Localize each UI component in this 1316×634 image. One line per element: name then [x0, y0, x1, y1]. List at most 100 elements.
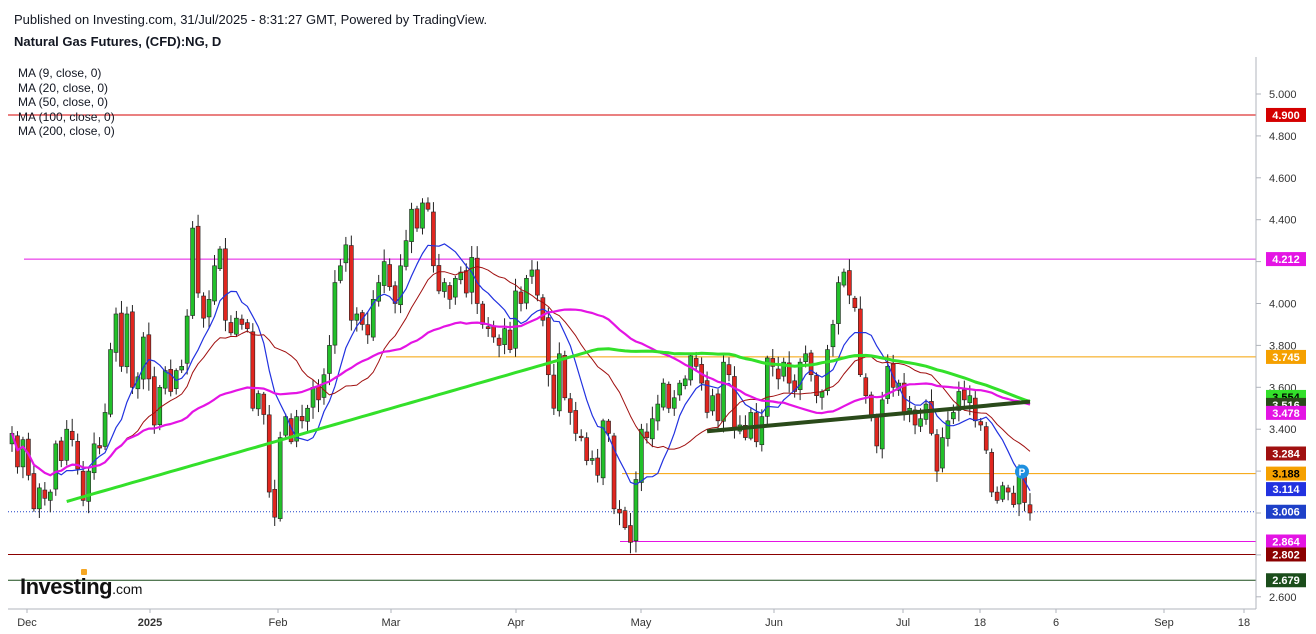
legend-ma20: MA (20, close, 0) — [18, 80, 109, 95]
candle-body-52 — [294, 416, 299, 442]
candle-body-105 — [584, 437, 589, 461]
price-tag-bg-7 — [1266, 504, 1306, 519]
investing-logo: Investing.com — [20, 569, 143, 600]
candle-body-12 — [75, 441, 80, 470]
candle-body-158 — [874, 416, 880, 447]
candle-body-53 — [299, 416, 305, 422]
candle-body-86 — [480, 303, 485, 325]
candle-body-95 — [529, 269, 535, 277]
candle-body-137 — [759, 416, 765, 446]
price-tag-label-0: 4.900 — [1272, 110, 1300, 122]
ma-line-9 — [11, 243, 1031, 491]
candle-body-178 — [983, 426, 989, 451]
candle-body-82 — [458, 271, 464, 281]
candle-body-81 — [453, 278, 458, 298]
candle-body-166 — [918, 418, 923, 427]
candle-body-145 — [803, 353, 808, 363]
chart-header: Published on Investing.com, 31/Jul/2025 … — [14, 9, 487, 53]
logo-dot-icon — [81, 569, 87, 575]
marker-circle — [1015, 464, 1029, 479]
candle-body-96 — [535, 269, 540, 296]
candle-body-36 — [206, 299, 212, 318]
candle-body-39 — [223, 248, 228, 321]
candle-body-38 — [217, 248, 223, 269]
candle-body-62 — [349, 245, 354, 321]
candle-body-172 — [951, 412, 956, 420]
x-tick-label-1: 2025 — [138, 617, 162, 629]
candle-body-61 — [343, 244, 349, 264]
x-tick-label-6: Jun — [765, 617, 783, 629]
candle-body-72 — [403, 240, 409, 267]
y-tick-label-12: 2.600 — [1269, 592, 1297, 604]
legend-ma50: MA (50, close, 0) — [18, 95, 109, 109]
legend-ma100: MA (100, close, 0) — [18, 109, 115, 124]
y-tick-label-1: 4.800 — [1269, 131, 1297, 143]
candle-body-183 — [1011, 492, 1016, 505]
candle-body-15 — [91, 443, 97, 474]
candle-body-65 — [365, 324, 371, 336]
candle-body-142 — [786, 362, 792, 384]
x-tick-label-4: Apr — [507, 617, 524, 629]
candle-body-19 — [113, 313, 119, 353]
candle-body-104 — [578, 435, 584, 439]
candle-body-58 — [327, 345, 332, 374]
candle-body-139 — [770, 358, 776, 367]
price-tag-label-12: 3.114 — [1273, 484, 1301, 496]
candle-body-118 — [655, 403, 661, 422]
candle-body-25 — [146, 334, 152, 380]
price-tag-label-1: 4.212 — [1272, 254, 1300, 266]
candle-body-71 — [398, 265, 403, 306]
candle-body-57 — [321, 374, 327, 398]
candle-body-123 — [682, 378, 688, 387]
candle-body-74 — [414, 208, 420, 229]
candle-body-79 — [442, 282, 447, 292]
candle-body-48 — [272, 489, 278, 518]
candle-body-20 — [119, 312, 124, 367]
candle-body-112 — [622, 510, 628, 528]
candle-body-28 — [162, 370, 168, 389]
candle-body-151 — [836, 282, 841, 324]
candle-body-108 — [600, 420, 606, 479]
x-tick-label-11: 18 — [1238, 617, 1250, 629]
candle-body-87 — [485, 326, 491, 329]
candle-body-119 — [661, 382, 666, 408]
candle-body-6 — [42, 489, 48, 499]
candle-body-176 — [972, 397, 978, 422]
price-tag-bg-6 — [1266, 573, 1306, 588]
candle-body-46 — [261, 393, 267, 415]
price-tag-bg-3 — [1266, 466, 1306, 481]
candle-body-33 — [190, 227, 195, 316]
price-tag-bg-2 — [1266, 349, 1306, 364]
logo-domain: .com — [112, 581, 143, 597]
candle-body-179 — [989, 452, 994, 493]
candle-body-76 — [425, 202, 431, 210]
instrument-title: Natural Gas Futures, (CFD):NG, D — [14, 34, 222, 49]
candle-body-147 — [814, 375, 819, 396]
published-line: Published on Investing.com, 31/Jul/2025 … — [14, 12, 488, 27]
candle-body-186 — [1027, 504, 1033, 514]
x-tick-label-5: May — [631, 617, 652, 629]
candle-body-110 — [611, 435, 617, 510]
candle-body-34 — [195, 225, 201, 294]
candle-body-106 — [589, 458, 595, 461]
candle-body-111 — [617, 508, 622, 514]
candle-body-99 — [551, 374, 557, 409]
candle-body-149 — [825, 349, 830, 392]
marker-label: P — [1019, 468, 1026, 479]
x-tick-label-9: 6 — [1053, 617, 1059, 629]
candle-body-154 — [852, 297, 858, 308]
indicator-legend: MA (9, close, 0) MA (20, close, 0) MA (5… — [18, 66, 115, 139]
candle-body-9 — [58, 440, 64, 461]
candle-body-144 — [797, 361, 803, 390]
candle-body-131 — [726, 364, 732, 376]
candle-body-10 — [64, 428, 70, 461]
candle-body-109 — [606, 420, 611, 434]
candle-body-35 — [201, 295, 206, 319]
candle-body-31 — [179, 366, 184, 371]
candle-body-174 — [962, 389, 967, 401]
candle-body-182 — [1005, 487, 1011, 493]
candle-body-125 — [693, 358, 699, 367]
candle-body-143 — [792, 380, 797, 392]
